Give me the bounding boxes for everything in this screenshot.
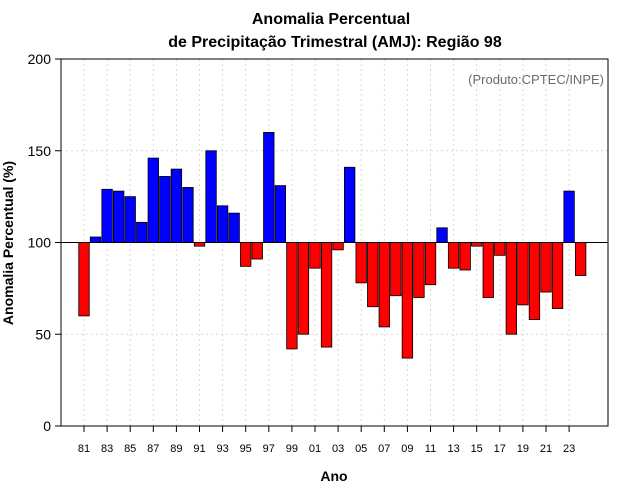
bar-03 — [332, 242, 344, 251]
bar-93 — [216, 205, 229, 243]
x-tick-label: 17 — [494, 443, 506, 455]
bar-01 — [309, 242, 321, 269]
x-tick-label: 23 — [563, 443, 575, 455]
chart-title-line-2: de Precipitação Trimestral (AMJ): Região… — [168, 34, 502, 51]
bar-19 — [517, 242, 529, 306]
bar-12 — [436, 227, 448, 243]
bar-13 — [447, 242, 460, 269]
bar-84 — [113, 190, 125, 243]
bar-82 — [89, 236, 102, 243]
x-tick-label: 83 — [101, 443, 113, 455]
x-tick-label: 87 — [147, 443, 159, 455]
bar-83 — [101, 188, 113, 243]
bar-05 — [355, 242, 367, 284]
bar-15 — [471, 242, 483, 247]
x-tick-label: 81 — [78, 443, 90, 455]
x-tick-label: 21 — [540, 443, 552, 455]
y-tick-label: 150 — [28, 143, 52, 159]
bar-08 — [390, 242, 402, 297]
bar-90 — [182, 187, 194, 243]
x-tick-label: 09 — [401, 443, 413, 455]
bar-92 — [205, 150, 217, 243]
x-tick-label: 99 — [286, 443, 298, 455]
x-tick-label: 85 — [124, 443, 136, 455]
bar-87 — [147, 157, 159, 243]
x-tick-label: 05 — [355, 443, 367, 455]
credit-text: (Produto:CPTEC/INPE) — [468, 72, 604, 87]
chart-title-line-1: Anomalia Percentual — [252, 11, 410, 28]
x-tick-label: 07 — [378, 443, 390, 455]
bar-24 — [575, 242, 587, 276]
bar-95 — [240, 242, 252, 267]
x-tick-label: 97 — [263, 443, 275, 455]
bar-09 — [401, 242, 414, 359]
bar-18 — [505, 242, 518, 335]
bar-88 — [159, 176, 171, 243]
bar-85 — [124, 196, 136, 243]
bar-14 — [459, 242, 471, 271]
y-axis-label: Anomalia Percentual (%) — [0, 161, 16, 325]
bar-06 — [367, 242, 379, 308]
x-tick-label: 93 — [216, 443, 228, 455]
bar-98 — [274, 185, 287, 243]
bar-22 — [551, 242, 564, 309]
bar-02 — [320, 242, 333, 348]
bar-81 — [78, 242, 90, 317]
y-axis-ticks: 0 50 100 150 200 — [28, 51, 61, 434]
bar-17 — [494, 242, 506, 256]
grid-lines — [61, 59, 608, 426]
bar-07 — [378, 242, 390, 328]
x-axis-ticks: 81 83 85 87 89 91 93 95 97 99 01 03 05 07 09 11 13 15 17 19… — [78, 426, 575, 455]
x-tick-label: 95 — [240, 443, 252, 455]
x-axis-label: Ano — [320, 468, 347, 484]
x-tick-label: 19 — [517, 443, 529, 455]
bar-91 — [193, 242, 206, 247]
bar-10 — [413, 242, 425, 298]
y-tick-label: 50 — [35, 326, 51, 342]
x-tick-label: 11 — [425, 443, 436, 455]
bar-21 — [540, 242, 552, 293]
x-tick-label: 89 — [170, 443, 182, 455]
x-tick-label: 91 — [193, 443, 205, 455]
bar-series — [78, 131, 587, 359]
x-tick-label: 13 — [447, 443, 459, 455]
bar-16 — [482, 242, 494, 298]
bar-99 — [286, 242, 298, 350]
y-tick-label: 100 — [28, 235, 52, 251]
y-tick-label: 0 — [43, 418, 51, 434]
bar-20 — [528, 242, 541, 320]
bar-23 — [563, 190, 575, 243]
bar-04 — [343, 166, 356, 243]
bar-89 — [170, 168, 183, 243]
bar-00 — [297, 242, 310, 335]
bar-97 — [263, 131, 275, 243]
bar-11 — [424, 242, 437, 286]
bar-86 — [136, 221, 148, 243]
y-tick-label: 200 — [28, 51, 52, 67]
bar-96 — [251, 242, 263, 260]
x-tick-label: 01 — [309, 443, 321, 455]
bar-94 — [228, 212, 240, 243]
x-tick-label: 15 — [471, 443, 483, 455]
x-tick-label: 03 — [332, 443, 344, 455]
